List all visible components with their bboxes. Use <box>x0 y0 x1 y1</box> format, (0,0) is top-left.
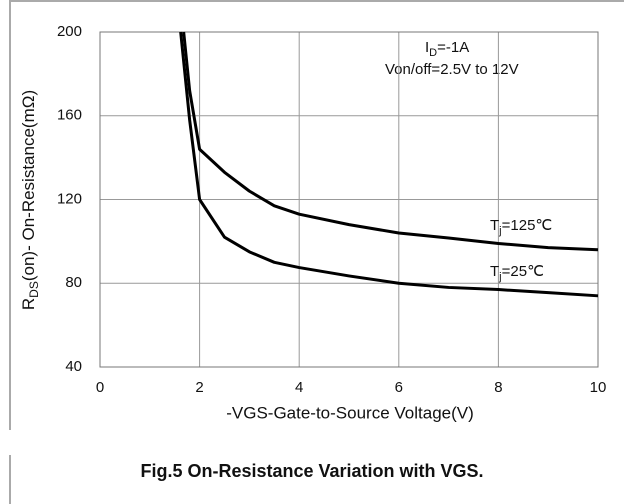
series-label: Tj=25℃ <box>490 263 544 283</box>
condition-sub: D <box>429 47 437 59</box>
condition: Von/off=2.5V to 12V <box>385 61 519 78</box>
x-tick-label: 8 <box>494 379 502 396</box>
x-tick-label: 4 <box>295 379 303 396</box>
condition: ID=-1A <box>425 39 469 59</box>
series-label-sub: j <box>498 271 501 283</box>
x-tick-label: 10 <box>590 379 607 396</box>
series-line <box>179 31 599 298</box>
x-axis-label: -VGS-Gate-to-Source Voltage(V) <box>226 403 474 422</box>
y-tick-label: 200 <box>57 23 82 40</box>
condition-part: =-1A <box>437 39 469 56</box>
condition-part: I <box>425 39 429 56</box>
series-label-part: T <box>490 263 499 280</box>
y-label-part: (on)- On-Resistance(mΩ) <box>19 90 38 281</box>
series-label-sub: j <box>498 225 501 237</box>
y-tick-label: 40 <box>65 358 82 375</box>
y-axis-label: RDS(on)- On-Resistance(mΩ) <box>19 90 41 310</box>
series-label: Tj=125℃ <box>490 217 552 237</box>
x-tick-label: 2 <box>195 379 203 396</box>
y-tick-label: 120 <box>57 190 82 207</box>
condition-part: Von/off=2.5V to 12V <box>385 61 519 78</box>
caption: Fig.5 On-Resistance Variation with VGS. <box>140 461 483 481</box>
series-label-part: =125℃ <box>502 217 553 234</box>
y-label-sub: DS <box>27 281 41 298</box>
plot-frame <box>99 31 599 368</box>
y-tick-label: 160 <box>57 107 82 124</box>
series-label-part: =25℃ <box>502 263 544 280</box>
y-label-part: R <box>19 298 38 310</box>
x-tick-label: 6 <box>395 379 403 396</box>
x-tick-label: 0 <box>96 379 104 396</box>
series-line <box>182 31 599 252</box>
series-label-part: T <box>490 217 499 234</box>
y-tick-label: 80 <box>65 274 82 291</box>
